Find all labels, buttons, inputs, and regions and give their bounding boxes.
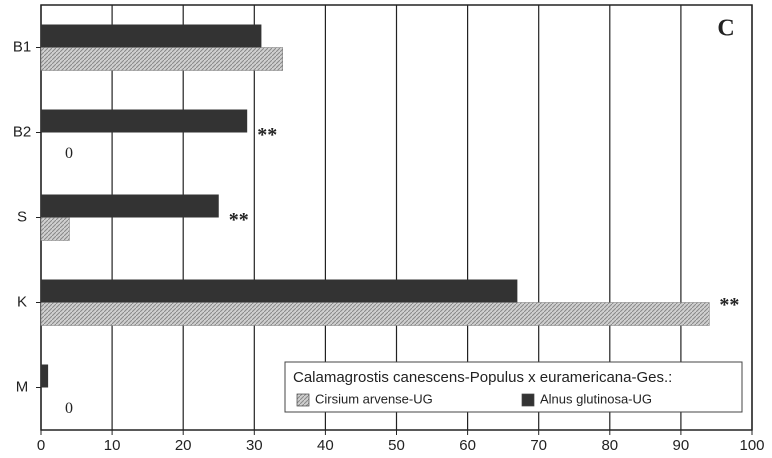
legend-label: Cirsium arvense-UG xyxy=(315,391,433,406)
bar xyxy=(40,217,70,241)
bar xyxy=(41,364,49,388)
y-tick-label: K xyxy=(17,293,27,310)
y-tick-label: M xyxy=(16,378,29,395)
significance: ** xyxy=(229,209,249,231)
legend-swatch xyxy=(296,393,310,407)
y-tick-label: B1 xyxy=(13,38,31,55)
legend-label: Alnus glutinosa-UG xyxy=(540,391,652,406)
y-tick-label: B2 xyxy=(13,123,31,140)
bar xyxy=(41,24,262,48)
panel-label: C xyxy=(717,16,734,42)
bar xyxy=(41,194,219,218)
significance: ** xyxy=(257,124,277,146)
legend-box xyxy=(284,361,743,413)
bar xyxy=(40,47,283,71)
x-tick-label: 30 xyxy=(246,437,263,454)
x-tick-label: 50 xyxy=(388,437,405,454)
x-tick-label: 70 xyxy=(530,437,547,454)
x-tick-label: 40 xyxy=(317,437,334,454)
x-tick-label: 100 xyxy=(739,437,764,454)
legend-title: Calamagrostis canescens-Populus x eurame… xyxy=(293,369,672,386)
bar xyxy=(40,302,710,326)
zero-label: 0 xyxy=(65,400,73,417)
x-tick-label: 80 xyxy=(601,437,618,454)
x-tick-label: 10 xyxy=(104,437,121,454)
bar xyxy=(41,279,518,303)
zero-label: 0 xyxy=(65,145,73,162)
x-tick-label: 90 xyxy=(673,437,690,454)
legend-swatch xyxy=(521,393,535,407)
y-tick-label: S xyxy=(17,208,27,225)
x-tick-label: 60 xyxy=(459,437,476,454)
bar xyxy=(41,109,248,133)
significance: ** xyxy=(719,294,739,316)
x-tick-label: 20 xyxy=(175,437,192,454)
x-tick-label: 0 xyxy=(37,437,45,454)
